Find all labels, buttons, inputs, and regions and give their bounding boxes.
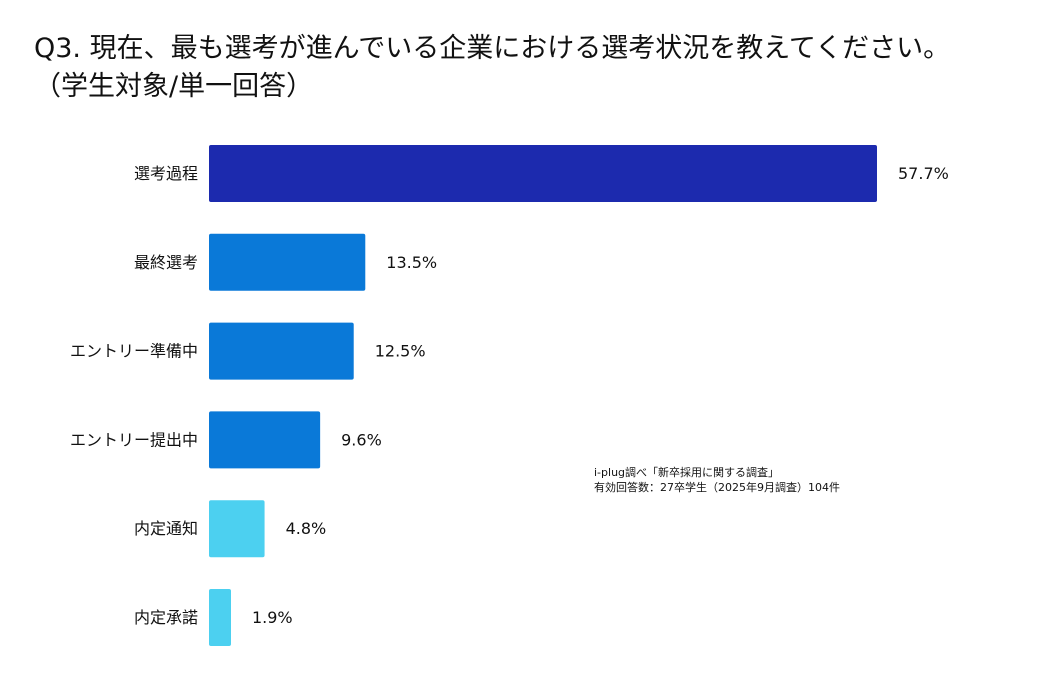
value-label: 57.7% — [898, 164, 949, 183]
chart-title-line1: Q3. 現在、最も選考が進んでいる企業における選考状況を教えてください。 — [34, 33, 951, 64]
chart-title-line2: （学生対象/単一回答） — [34, 71, 314, 102]
chart-title: Q3. 現在、最も選考が進んでいる企業における選考状況を教えてください。 （学生… — [34, 30, 950, 106]
value-label: 9.6% — [341, 430, 382, 449]
category-label: エントリー準備中 — [70, 342, 198, 361]
value-label: 1.9% — [252, 608, 293, 627]
value-label: 4.8% — [286, 519, 327, 538]
category-label: 最終選考 — [134, 253, 198, 272]
bar — [209, 589, 231, 646]
source-line1: i-plug調べ「新卒採用に関する調査」 — [594, 466, 780, 479]
category-label: エントリー提出中 — [70, 430, 198, 449]
bar — [209, 322, 354, 380]
value-label: 13.5% — [386, 253, 437, 272]
category-label: 内定承諾 — [134, 608, 198, 627]
bar — [209, 411, 321, 469]
source-note: i-plug調べ「新卒採用に関する調査」 有効回答数：27卒学生（2025年9月… — [594, 465, 840, 495]
bar — [209, 500, 265, 558]
category-label: 内定通知 — [134, 519, 198, 538]
source-line2: 有効回答数：27卒学生（2025年9月調査）104件 — [594, 481, 840, 494]
value-label: 12.5% — [375, 342, 426, 361]
category-label: 選考過程 — [134, 164, 198, 183]
bar — [209, 233, 366, 291]
bar — [209, 145, 877, 202]
